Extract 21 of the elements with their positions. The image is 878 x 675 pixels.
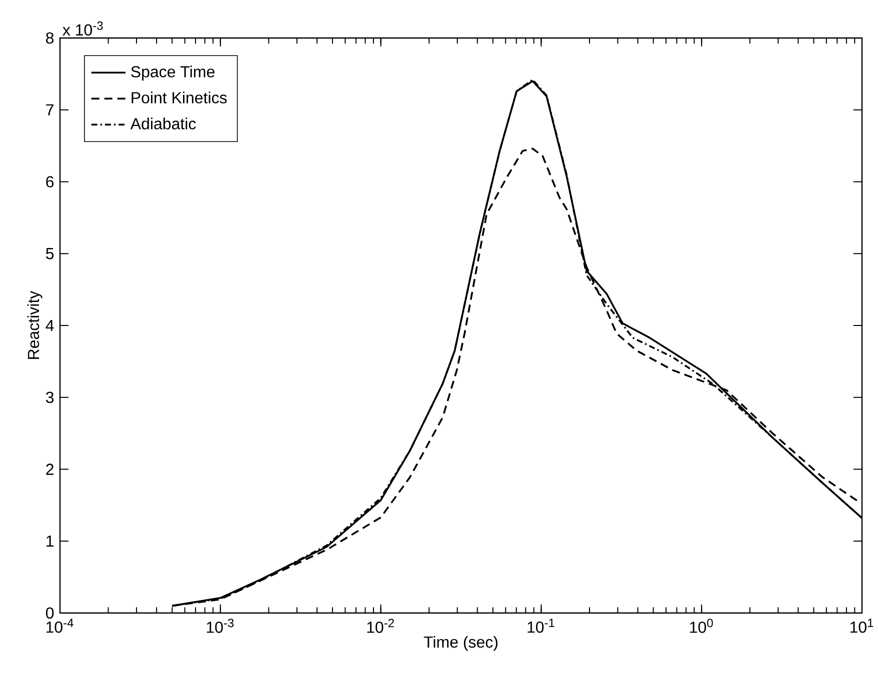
x-tick-label: 10$^{-4}$	[46, 618, 74, 633]
x-tick-label: 10$^{-3}$	[206, 618, 234, 633]
x-tick-label: 10$^{0}$	[690, 618, 713, 633]
x-axis-title: Time (sec)	[424, 636, 498, 651]
y-tick-label: 2	[46, 464, 54, 475]
y-tick-label: 3	[46, 392, 54, 404]
x-tick-label: 10$^{-2}$	[367, 618, 394, 633]
legend-label: Adiabatic	[130, 118, 196, 130]
y-tick-label: 8	[46, 32, 54, 44]
x-tick-label: 10$^{-1}$	[528, 618, 554, 633]
legend-label: Point Kinetics	[132, 92, 227, 104]
legend-label: Space Time	[131, 66, 214, 81]
y-tick-label: 1	[46, 536, 54, 547]
x-tick-label: 10$^{1}$	[850, 618, 874, 633]
y-tick-label: 5	[46, 248, 54, 260]
y-tick-label: 0	[46, 607, 54, 619]
y-tick-label: 7	[46, 104, 54, 116]
y-tick-label: 4	[46, 320, 54, 331]
y-tick-label: 6	[46, 176, 54, 188]
text: x 10$^{-3}$	[62, 21, 103, 36]
y-axis-title: Reactivity	[27, 290, 42, 359]
